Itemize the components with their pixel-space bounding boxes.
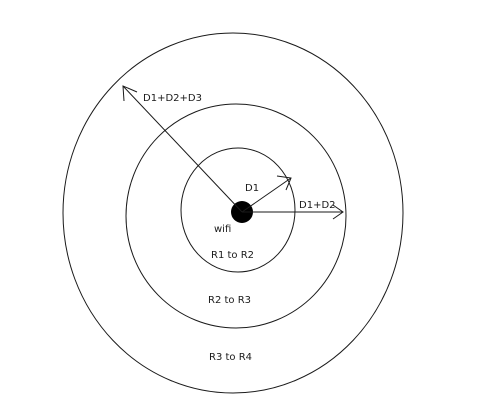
inner-ring <box>180 147 296 273</box>
radius-2-label: D1+D2 <box>299 200 336 211</box>
d1-arrow <box>241 175 292 213</box>
radius-1-label: D1 <box>245 183 259 194</box>
zone-2-label: R2 to R3 <box>208 295 251 306</box>
zone-3-label: R3 to R4 <box>209 352 252 363</box>
d1-d2-d3-arrow <box>122 85 243 213</box>
wifi-label: wifi <box>214 224 231 235</box>
outer-ring <box>62 32 404 394</box>
zone-1-label: R1 to R2 <box>211 250 254 261</box>
d1-d2-arrow <box>242 204 344 220</box>
radius-3-label: D1+D2+D3 <box>143 93 202 104</box>
middle-ring <box>125 103 347 329</box>
